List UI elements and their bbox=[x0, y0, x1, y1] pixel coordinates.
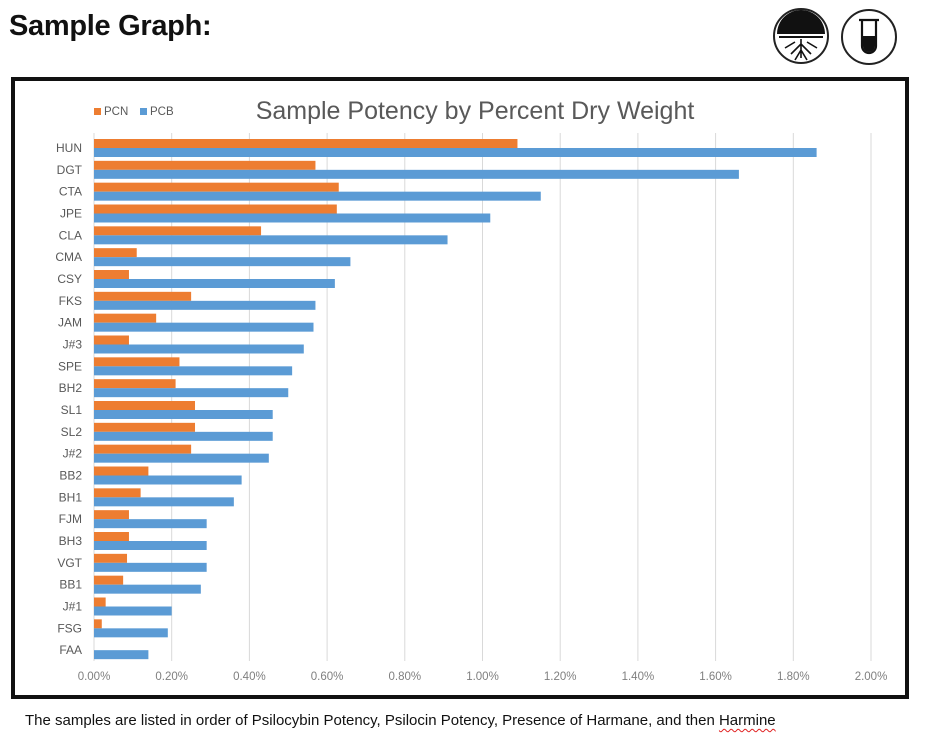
bar-pcn bbox=[94, 422, 196, 432]
bar-pcn bbox=[94, 226, 262, 236]
bar-pcb bbox=[94, 344, 304, 354]
bar-pcn bbox=[94, 291, 192, 301]
bar-pcb bbox=[94, 300, 316, 310]
y-category-label: FAA bbox=[59, 643, 82, 657]
bar-pcn bbox=[94, 575, 124, 585]
bar-pcb bbox=[94, 366, 293, 376]
y-category-label: SL2 bbox=[61, 425, 83, 439]
bar-pcb bbox=[94, 388, 289, 398]
bar-pcb bbox=[94, 541, 207, 550]
caption-last-word: Harmine bbox=[718, 712, 776, 729]
bar-pcn bbox=[94, 335, 129, 345]
bar-pcb bbox=[94, 191, 541, 201]
y-category-label: FSG bbox=[57, 621, 82, 635]
y-category-label: JPE bbox=[60, 207, 82, 221]
y-category-label: CSY bbox=[57, 272, 82, 286]
bar-pcb bbox=[94, 431, 273, 441]
chart-title: Sample Potency by Percent Dry Weight bbox=[256, 97, 695, 125]
x-tick-label: 0.80% bbox=[388, 671, 421, 683]
x-tick-label: 0.60% bbox=[311, 671, 344, 683]
bar-pcb bbox=[94, 453, 269, 463]
y-category-label: J#2 bbox=[63, 447, 83, 461]
y-category-label: J#1 bbox=[63, 600, 83, 614]
bar-pcn bbox=[94, 444, 192, 454]
page-heading: Sample Graph: bbox=[9, 10, 212, 42]
y-category-label: VGT bbox=[57, 556, 82, 570]
y-category-label: BB2 bbox=[59, 469, 82, 483]
y-category-label: SL1 bbox=[61, 403, 83, 417]
x-tick-label: 0.00% bbox=[78, 671, 111, 683]
bar-pcn bbox=[94, 204, 337, 214]
caption-text: The samples are listed in order of Psilo… bbox=[25, 712, 719, 729]
bar-pcb bbox=[94, 213, 491, 223]
bar-pcn bbox=[94, 401, 196, 410]
bar-pcn bbox=[94, 313, 157, 323]
bar-pcn bbox=[94, 510, 129, 520]
legend-label-pcb: PCB bbox=[150, 106, 174, 118]
bar-pcb bbox=[94, 606, 172, 616]
x-tick-label: 2.00% bbox=[855, 671, 888, 683]
x-tick-label: 1.60% bbox=[699, 671, 732, 683]
bar-pcb bbox=[94, 584, 201, 594]
test-tube-icon bbox=[841, 9, 897, 65]
potency-bar-chart: 0.00% 0.20% 0.40% 0.60% 0.80% 1.00% 1.20% 1.40%… bbox=[55, 97, 888, 683]
legend-swatch-pcn bbox=[94, 108, 101, 115]
x-tick-label: 0.20% bbox=[155, 671, 188, 683]
bar-pcn bbox=[94, 466, 149, 476]
x-tick-label: 1.40% bbox=[622, 671, 655, 683]
bar-pcn bbox=[94, 160, 316, 170]
logo-group bbox=[773, 8, 897, 65]
y-category-label: BH2 bbox=[59, 381, 83, 395]
bar-pcb bbox=[94, 148, 817, 157]
y-category-label: BB1 bbox=[59, 578, 82, 592]
bar-pcb bbox=[94, 257, 351, 267]
bar-pcb bbox=[94, 519, 207, 529]
x-tick-label: 1.00% bbox=[466, 671, 499, 683]
bar-pcb bbox=[94, 628, 168, 638]
y-category-label: CMA bbox=[55, 250, 82, 264]
y-category-label: HUN bbox=[56, 141, 82, 155]
y-category-label: JAM bbox=[58, 316, 82, 330]
bar-pcn bbox=[94, 619, 102, 629]
y-category-label: BH3 bbox=[59, 534, 83, 548]
bar-pcn bbox=[94, 248, 137, 258]
bar-pcn bbox=[94, 597, 106, 607]
legend-swatch-pcb bbox=[140, 108, 147, 115]
y-category-label: CLA bbox=[59, 228, 82, 242]
y-category-label: FJM bbox=[59, 512, 82, 526]
bar-pcn bbox=[94, 270, 129, 279]
bar-pcb bbox=[94, 497, 234, 507]
x-tick-label: 1.20% bbox=[544, 671, 577, 683]
bar-pcn bbox=[94, 553, 128, 563]
y-category-label: J#3 bbox=[63, 338, 83, 352]
bar-pcn bbox=[94, 488, 141, 498]
bar-pcn bbox=[94, 379, 176, 389]
bar-pcb bbox=[94, 410, 273, 419]
y-category-label: FKS bbox=[59, 294, 82, 308]
bar-pcb bbox=[94, 650, 149, 660]
bar-pcb bbox=[94, 235, 448, 245]
legend-label-pcn: PCN bbox=[104, 106, 128, 118]
caption: The samples are listed in order of Psilo… bbox=[25, 712, 776, 729]
y-category-label: DGT bbox=[57, 163, 83, 177]
bar-pcn bbox=[94, 139, 518, 148]
y-category-label: CTA bbox=[59, 185, 82, 199]
y-category-label: BH1 bbox=[59, 490, 83, 504]
bar-pcn bbox=[94, 357, 180, 367]
mushroom-roots-icon bbox=[773, 8, 829, 64]
x-tick-label: 1.80% bbox=[777, 671, 810, 683]
bar-pcn bbox=[94, 532, 129, 541]
bar-pcb bbox=[94, 169, 739, 179]
x-tick-label: 0.40% bbox=[233, 671, 266, 683]
bar-pcb bbox=[94, 279, 335, 288]
chart-frame: 0.00% 0.20% 0.40% 0.60% 0.80% 1.00% 1.20% 1.40%… bbox=[11, 77, 909, 699]
bar-pcb bbox=[94, 562, 207, 572]
y-category-label: SPE bbox=[58, 359, 82, 373]
bar-pcb bbox=[94, 475, 242, 485]
bar-pcn bbox=[94, 182, 339, 192]
bar-pcb bbox=[94, 322, 314, 332]
